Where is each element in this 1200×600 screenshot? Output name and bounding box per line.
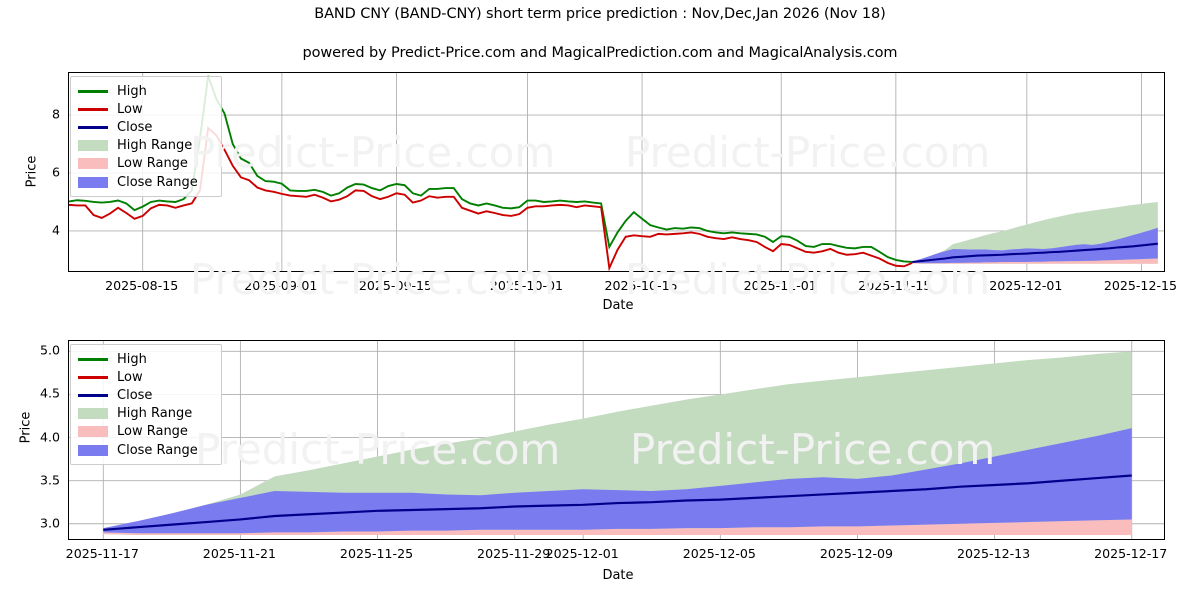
legend-item-low[interactable]: Low [78, 368, 212, 386]
page-subtitle: powered by Predict-Price.com and Magical… [302, 45, 898, 61]
x-tick-label: 2025-11-15 [858, 278, 932, 293]
x-tick-label: 2025-12-05 [682, 546, 756, 561]
legend-item-high-range[interactable]: High Range [78, 405, 212, 423]
legend-item-close-range[interactable]: Close Range [78, 441, 212, 459]
x-tick-label: 2025-11-29 [477, 546, 551, 561]
x-tick-label: 2025-11-25 [339, 546, 414, 561]
x-tick-label: 2025-10-01 [489, 278, 564, 293]
legend-swatch-high-range-icon [78, 408, 108, 420]
legend-label: Close Range [117, 442, 198, 458]
legend-swatch-high-range-icon [78, 140, 108, 152]
close-range-band [912, 227, 1158, 264]
y-tick-label: 4.5 [39, 385, 60, 401]
legend-swatch-close-range-icon [78, 176, 108, 188]
overview-plot-svg [69, 73, 1164, 271]
legend-label: Close [117, 119, 153, 135]
legend-item-low[interactable]: Low [78, 100, 212, 118]
legend-swatch-high-icon [78, 89, 108, 93]
legend-label: Low Range [117, 424, 188, 440]
legend-swatch-high-icon [78, 357, 108, 361]
legend-label: High [117, 351, 147, 367]
legend-label: Close Range [117, 174, 198, 190]
x-tick-label: 2025-11-01 [743, 278, 817, 293]
x-tick-label: 2025-10-15 [604, 278, 678, 293]
low-range-band [912, 258, 1158, 264]
y-tick-label: 8 [51, 106, 60, 122]
legend-item-low-range[interactable]: Low Range [78, 155, 212, 173]
x-tick-label: 2025-11-17 [65, 546, 139, 561]
legend-item-close-range[interactable]: Close Range [78, 173, 212, 191]
overview-plot-area [68, 72, 1165, 272]
legend-swatch-low-icon [78, 107, 108, 111]
y-tick-label: 6 [51, 164, 60, 180]
legend-item-high-range[interactable]: High Range [78, 137, 212, 155]
x-tick-label: 2025-12-01 [989, 278, 1063, 293]
legend-item-high[interactable]: High [78, 82, 212, 100]
legend-label: Low [117, 101, 143, 117]
x-tick-label: 2025-11-21 [202, 546, 277, 561]
legend-item-high[interactable]: High [78, 350, 212, 368]
legend-item-close[interactable]: Close [78, 386, 212, 404]
y-tick-label: 5.0 [39, 342, 60, 358]
x-tick-label: 2025-09-15 [358, 278, 433, 293]
x-tick-label: 2025-08-15 [105, 278, 179, 293]
legend-label: Low [117, 369, 143, 385]
legend-swatch-close-icon [78, 125, 108, 129]
low-range-band [103, 519, 1132, 535]
overview-x-axis-label: Date [602, 298, 634, 313]
detail-plot-area [68, 340, 1165, 540]
legend-swatch-low-range-icon [78, 158, 108, 170]
x-tick-label: 2025-12-15 [1103, 278, 1178, 293]
x-tick-label: 2025-12-13 [956, 546, 1031, 561]
close-line [103, 474, 1132, 531]
y-tick-label: 4 [51, 222, 60, 238]
legend-label: High Range [117, 406, 193, 422]
legend-label: High [117, 83, 147, 99]
page-title: BAND CNY (BAND-CNY) short term price pre… [314, 6, 886, 22]
y-tick-label: 3.0 [39, 515, 60, 531]
x-tick-label: 2025-12-09 [819, 546, 894, 561]
x-tick-label: 2025-12-17 [1094, 546, 1168, 561]
legend-swatch-low-icon [78, 375, 108, 379]
legend-label: Low Range [117, 156, 188, 172]
detail-x-axis-label: Date [602, 568, 634, 583]
legend-item-close[interactable]: Close [78, 118, 212, 136]
legend-label: Close [117, 387, 153, 403]
legend-label: High Range [117, 138, 193, 154]
y-tick-label: 3.5 [39, 472, 60, 488]
detail-legend[interactable]: High Low Close High Range Low Range Close Ran… [70, 344, 222, 466]
close-line [912, 242, 1158, 264]
overview-chart-panel: Price 2025-08-15 2025-09-01 2025-09-15 2025… [25, 72, 1178, 313]
legend-swatch-close-range-icon [78, 444, 108, 456]
forecast-detail-chart-panel: Price 2025-11-17 2025-11-21 2025-11-25 2025… [0, 320, 1200, 600]
legend-swatch-low-range-icon [78, 426, 108, 438]
x-tick-label: 2025-09-01 [244, 278, 318, 293]
detail-plot-svg [69, 341, 1164, 539]
y-tick-label: 4.0 [39, 429, 60, 445]
x-tick-label: 2025-12-01 [545, 546, 619, 561]
legend-swatch-close-icon [78, 393, 108, 397]
overview-legend[interactable]: High Low Close High Range Low Range Close Ran… [70, 76, 222, 198]
legend-item-low-range[interactable]: Low Range [78, 423, 212, 441]
close-range-band [103, 428, 1132, 534]
